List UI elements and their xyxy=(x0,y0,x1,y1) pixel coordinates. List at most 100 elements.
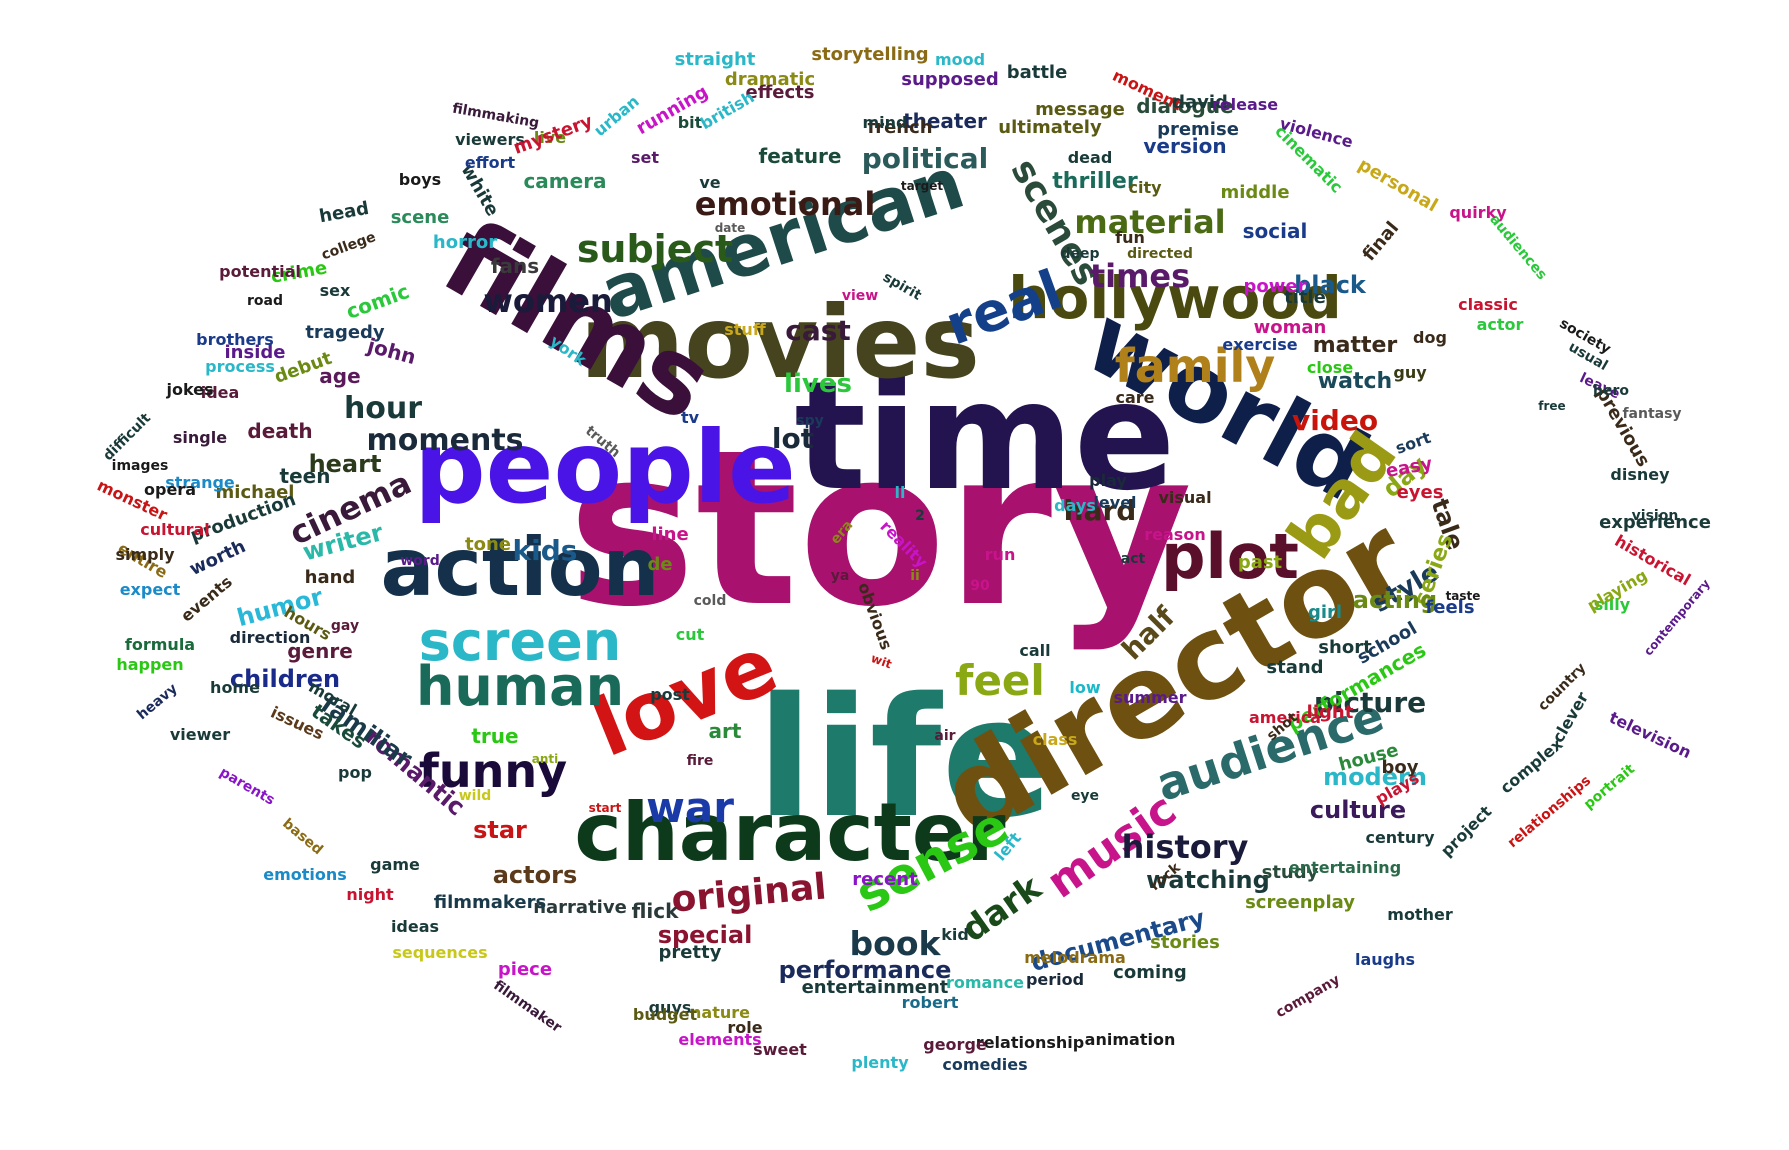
word-picture: picture xyxy=(1314,686,1426,719)
word-flick: flick xyxy=(632,899,680,923)
word-visual: visual xyxy=(1158,488,1211,507)
word-summer: summer xyxy=(1114,688,1187,707)
word-jokes: jokes xyxy=(165,380,213,399)
word-entertainment: entertainment xyxy=(802,977,949,998)
word-dark: dark xyxy=(955,867,1050,950)
word-lot: lot xyxy=(772,422,814,455)
word-wild: wild xyxy=(459,788,492,804)
word-children: children xyxy=(230,665,340,693)
word-movies: movies xyxy=(580,284,980,401)
word-heart: heart xyxy=(309,450,382,478)
word-filmmaking: filmmaking xyxy=(451,101,540,132)
word-filmmakers: filmmakers xyxy=(434,892,546,913)
word-character: character xyxy=(574,786,1006,879)
word-date: date xyxy=(715,221,746,235)
word-true: true xyxy=(471,724,518,748)
word-simply: simply xyxy=(115,545,175,564)
word-images: images xyxy=(112,458,169,474)
word-art: art xyxy=(709,719,742,743)
word-premise: premise xyxy=(1157,119,1239,140)
word-class: class xyxy=(1033,730,1078,749)
word-dramatic: dramatic xyxy=(725,69,815,90)
word-video: video xyxy=(1292,404,1378,437)
word-college: college xyxy=(319,229,378,263)
word-tv: tv xyxy=(681,408,700,427)
word-romance: romance xyxy=(946,973,1024,992)
word-urban: urban xyxy=(590,92,643,141)
word-plenty: plenty xyxy=(851,1053,909,1072)
word-viewers: viewers xyxy=(455,130,525,149)
word-stand: stand xyxy=(1266,657,1323,678)
word-close: close xyxy=(1307,358,1353,377)
word-fire: fire xyxy=(687,753,714,769)
word-direction: direction xyxy=(230,628,311,647)
word-based: based xyxy=(279,816,326,859)
word-anti: anti xyxy=(532,752,559,766)
word-pretty: pretty xyxy=(659,942,722,963)
word-material: material xyxy=(1074,203,1225,241)
word-disney: disney xyxy=(1610,465,1670,484)
word-david: david xyxy=(1172,92,1228,113)
word-genre: genre xyxy=(287,639,353,663)
word-action: action xyxy=(381,521,660,614)
word-personal: personal xyxy=(1354,154,1441,216)
word-audiences: audiences xyxy=(1486,212,1550,283)
word-relationship: relationship xyxy=(976,1033,1084,1052)
word-night: night xyxy=(346,885,394,904)
word-boy: boy xyxy=(1382,757,1419,778)
word-reason: reason xyxy=(1144,525,1205,544)
word-human: human xyxy=(416,655,624,718)
word-light: light xyxy=(1307,702,1354,723)
word-matter: matter xyxy=(1313,333,1398,358)
word-laughs: laughs xyxy=(1355,950,1415,969)
word-elements: elements xyxy=(678,1030,761,1049)
word-ya: ya xyxy=(831,568,850,584)
word-line: line xyxy=(651,524,688,545)
word-set: set xyxy=(631,148,659,167)
word-90: 90 xyxy=(970,578,990,594)
word-post: post xyxy=(650,685,690,704)
word-narrative: narrative xyxy=(533,897,627,918)
word-sex: sex xyxy=(320,281,351,300)
word-melodrama: melodrama xyxy=(1024,948,1126,967)
word-supposed: supposed xyxy=(901,69,998,90)
word-moments: moments xyxy=(366,423,523,458)
word-watch: watch xyxy=(1318,369,1392,394)
word-ideas: ideas xyxy=(391,917,439,936)
word-title: title xyxy=(1284,287,1326,308)
word-middle: middle xyxy=(1220,182,1289,203)
word-pop: pop xyxy=(338,763,372,782)
word-deep: deep xyxy=(1060,246,1099,262)
word-version: version xyxy=(1143,134,1226,158)
word-days: days xyxy=(1054,496,1096,515)
word-acting: acting xyxy=(1353,586,1437,614)
word-silly: silly xyxy=(1594,595,1631,614)
word-effort: effort xyxy=(465,153,516,172)
word-hero: hero xyxy=(1593,383,1629,399)
word-screenplay: screenplay xyxy=(1245,892,1355,913)
word-woman: woman xyxy=(1254,317,1327,338)
word-effects: effects xyxy=(746,82,815,103)
word-project: project xyxy=(1437,802,1496,861)
word-opera: opera xyxy=(144,480,196,499)
word-company: company xyxy=(1273,972,1343,1021)
word-theater: theater xyxy=(903,109,987,133)
word-hand: hand xyxy=(305,567,356,588)
word-happen: happen xyxy=(116,655,183,674)
word-run: run xyxy=(985,545,1016,564)
word-de: de xyxy=(647,554,672,575)
word-feels: feels xyxy=(1425,597,1474,618)
word-mind: mind xyxy=(863,113,908,132)
word-social: social xyxy=(1243,219,1308,243)
word-message: message xyxy=(1035,99,1125,120)
word-fun: fun xyxy=(1115,228,1145,247)
word-kid: kid xyxy=(941,925,969,944)
word-actor: actor xyxy=(1477,315,1524,334)
word-emotions: emotions xyxy=(263,865,347,884)
word-filmmaker: filmmaker xyxy=(490,977,564,1036)
word-events: events xyxy=(177,572,236,626)
word-battle: battle xyxy=(1007,62,1068,83)
word-target: target xyxy=(901,179,943,193)
word-viewer: viewer xyxy=(170,725,230,744)
word-strange: strange xyxy=(165,473,235,492)
